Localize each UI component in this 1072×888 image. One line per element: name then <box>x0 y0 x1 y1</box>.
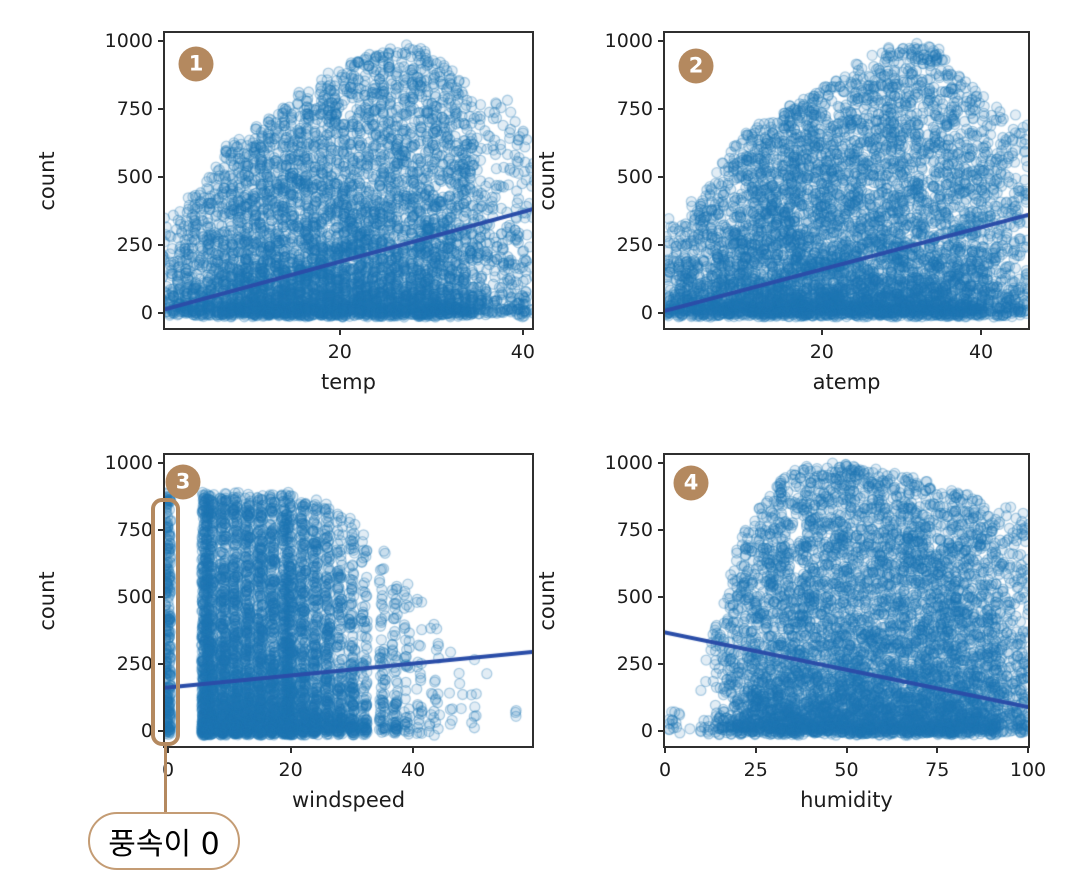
x-tick-label: 75 <box>925 759 950 781</box>
y-tick-mark <box>658 39 665 42</box>
y-tick-mark <box>658 312 665 315</box>
x-tick-label: 40 <box>968 341 994 363</box>
y-axis-label: count <box>35 570 59 631</box>
x-tick-label: 40 <box>401 759 426 781</box>
y-tick-label: 0 <box>140 720 153 743</box>
x-tick-label: 25 <box>743 759 768 781</box>
x-tick-mark <box>289 746 292 753</box>
x-tick-label: 40 <box>510 341 535 363</box>
y-tick-label: 250 <box>116 233 153 256</box>
axes-frame <box>663 453 1030 748</box>
x-tick-label: 0 <box>658 759 672 781</box>
y-tick-label: 750 <box>616 97 653 120</box>
x-axis-label: humidity <box>800 788 893 812</box>
callout-label: 풍속이 0 <box>108 827 220 862</box>
y-tick-mark <box>658 461 665 464</box>
y-tick-mark <box>158 243 165 246</box>
x-tick-label: 20 <box>327 341 352 363</box>
y-tick-label: 1000 <box>604 451 653 474</box>
x-tick-mark <box>167 746 170 753</box>
x-tick-mark <box>664 746 666 753</box>
y-tick-mark <box>158 39 165 42</box>
y-tick-label: 750 <box>116 97 153 120</box>
y-tick-label: 1000 <box>104 29 153 52</box>
scatter-canvas-atemp <box>665 33 1028 328</box>
x-tick-mark <box>820 328 823 335</box>
y-tick-mark <box>658 107 665 110</box>
y-tick-label: 0 <box>140 302 153 325</box>
y-tick-label: 500 <box>616 585 653 608</box>
x-tick-mark <box>845 746 848 753</box>
windspeed-zero-callout-pill: 풍속이 0 <box>88 812 240 870</box>
step-badge-1: 1 <box>178 46 214 82</box>
windspeed-zero-highlight-box <box>150 497 181 746</box>
y-tick-label: 1000 <box>104 451 153 474</box>
axes-frame <box>163 31 534 330</box>
y-axis-label: count <box>35 150 59 211</box>
x-tick-mark <box>754 746 757 753</box>
x-tick-mark <box>936 746 939 753</box>
y-axis-label: count <box>535 150 559 211</box>
x-tick-mark <box>521 328 524 335</box>
scatter-canvas-temp <box>165 33 532 328</box>
y-tick-mark <box>658 730 665 733</box>
y-tick-label: 0 <box>640 302 653 325</box>
x-axis-label: temp <box>321 370 376 394</box>
y-tick-mark <box>658 243 665 246</box>
x-tick-mark <box>412 746 415 753</box>
y-tick-label: 750 <box>116 518 153 541</box>
x-tick-label: 100 <box>1009 759 1047 781</box>
axes-frame <box>663 31 1030 330</box>
x-tick-mark <box>1027 746 1029 753</box>
y-tick-label: 250 <box>116 653 153 676</box>
y-tick-label: 1000 <box>604 29 653 52</box>
y-tick-mark <box>658 175 665 178</box>
x-tick-label: 20 <box>809 341 834 363</box>
y-tick-label: 250 <box>616 653 653 676</box>
x-tick-mark <box>980 328 983 335</box>
y-tick-label: 500 <box>116 585 153 608</box>
y-tick-label: 500 <box>616 165 653 188</box>
y-tick-mark <box>658 595 665 598</box>
scatter-canvas-humidity <box>665 455 1028 746</box>
x-tick-mark <box>338 328 341 335</box>
x-tick-label: 50 <box>834 759 859 781</box>
x-axis-label: windspeed <box>291 788 406 812</box>
y-axis-label: count <box>535 570 559 631</box>
scatter-canvas-windspeed <box>165 455 532 746</box>
step-badge-2: 2 <box>678 48 714 84</box>
axes-frame <box>163 453 534 748</box>
callout-connector-line <box>164 746 168 814</box>
y-tick-label: 500 <box>116 165 153 188</box>
y-tick-mark <box>658 528 665 531</box>
step-badge-3: 3 <box>165 464 201 500</box>
x-tick-label: 20 <box>278 759 303 781</box>
step-badge-4: 4 <box>673 465 709 501</box>
y-tick-mark <box>158 461 165 464</box>
y-tick-mark <box>158 107 165 110</box>
y-tick-label: 0 <box>640 720 653 743</box>
y-tick-label: 750 <box>616 518 653 541</box>
y-tick-mark <box>158 175 165 178</box>
y-tick-mark <box>158 312 165 315</box>
y-tick-mark <box>658 663 665 666</box>
y-tick-label: 250 <box>616 233 653 256</box>
x-axis-label: atemp <box>812 370 881 394</box>
